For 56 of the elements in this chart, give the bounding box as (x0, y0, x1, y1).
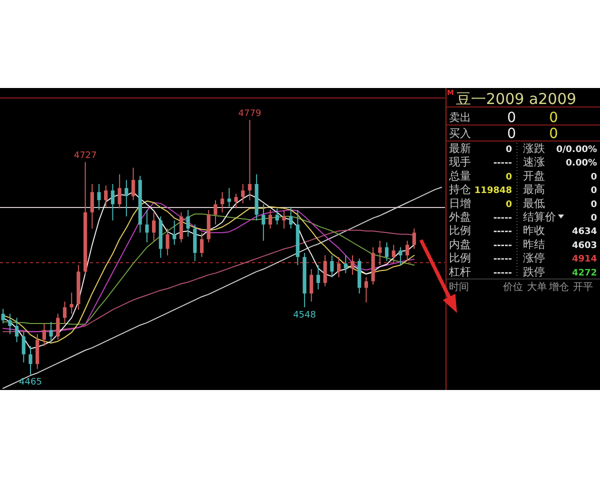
text: 0 (507, 126, 516, 142)
text: 比例 (449, 252, 471, 265)
text: 最新 (449, 142, 471, 155)
text: 时间 (449, 281, 469, 293)
text: 0 (506, 172, 512, 182)
text: 日增 (449, 196, 471, 210)
text: 0 (590, 172, 597, 182)
text: 4634 (572, 227, 597, 238)
text: 昨结 (523, 238, 545, 251)
text: 0 (590, 214, 597, 224)
annotation: 4465 (19, 378, 42, 388)
text: 4914 (572, 254, 597, 265)
text: 0 (506, 145, 512, 155)
text: 开盘 (523, 169, 545, 182)
text: 4272 (572, 268, 597, 278)
text: 比例 (449, 224, 471, 238)
text: 持仓 (449, 183, 471, 196)
text: 速涨 (523, 156, 545, 169)
text: 0.00% (566, 158, 597, 169)
text: 119848 (474, 186, 512, 196)
text: 0/0.00% (556, 145, 597, 155)
text: 0 (549, 126, 558, 142)
text: 最低 (523, 196, 545, 210)
text: 开平 (573, 282, 593, 293)
text: 昨收 (523, 224, 545, 238)
text: 4603 (572, 240, 597, 251)
text: 涨停 (523, 252, 545, 265)
text: ----- (493, 254, 512, 265)
text: 豆一2009 a2009 (456, 90, 576, 108)
text: 内盘 (449, 238, 471, 251)
text: 0 (507, 110, 516, 126)
text: 现手 (449, 156, 471, 169)
text: 价位 (502, 281, 523, 293)
annotation: 4727 (74, 151, 97, 162)
text: 大单 (527, 281, 547, 293)
text: 结算价 (523, 210, 556, 224)
text: 买入 (449, 127, 471, 140)
text: 外盘 (449, 210, 471, 224)
text: 增仓 (548, 281, 569, 293)
text: 0 (590, 200, 597, 210)
text: ----- (493, 240, 512, 251)
text: 0 (590, 186, 597, 196)
text: 0 (549, 110, 558, 126)
annotation: 4779 (238, 108, 262, 119)
text: 涨跌 (523, 142, 545, 155)
text: ----- (493, 268, 512, 278)
text: 卖出 (449, 111, 471, 124)
annotation: 4548 (293, 310, 316, 320)
text: 杠杆 (448, 265, 471, 278)
text: 最高 (523, 183, 545, 196)
text: 总量 (448, 169, 471, 182)
text: 跌停 (523, 265, 545, 278)
text: ----- (493, 227, 512, 238)
text: ----- (493, 214, 512, 224)
text: ----- (493, 158, 512, 169)
text: 0 (506, 200, 512, 210)
